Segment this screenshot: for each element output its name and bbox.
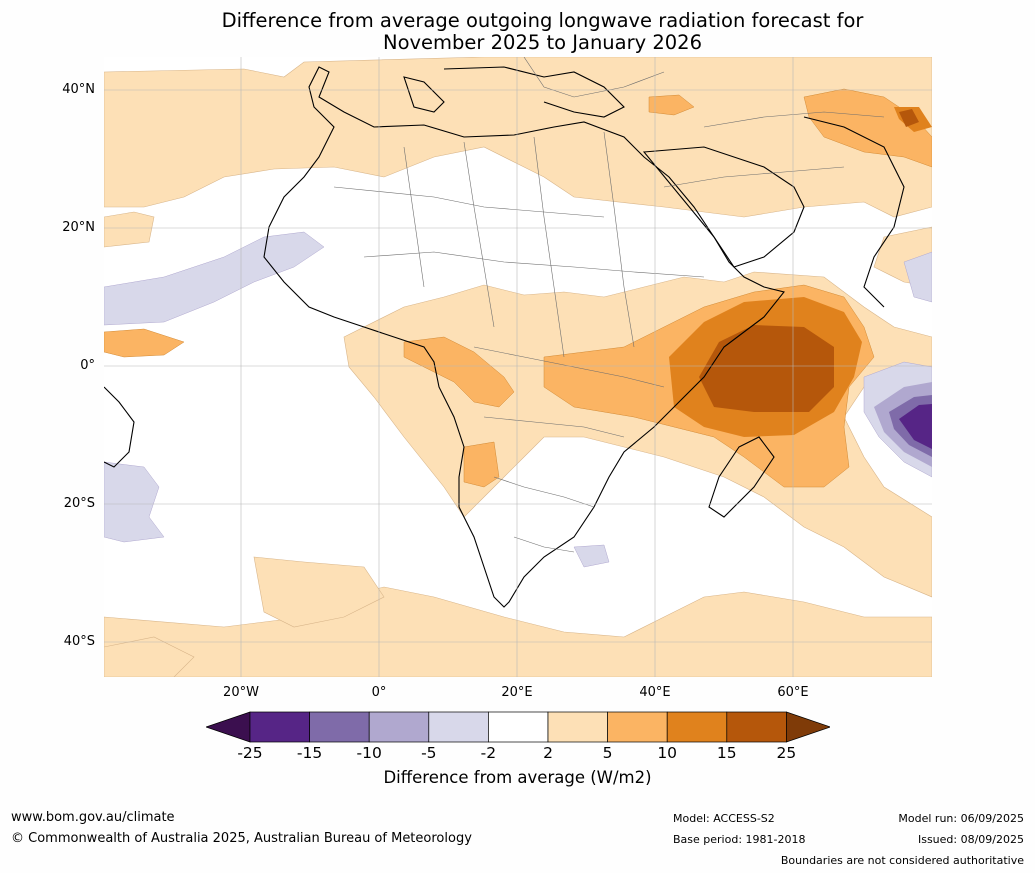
colorbar-tick-label: -10 <box>356 744 382 762</box>
lon-label-40e: 40°E <box>639 685 671 700</box>
colorbar <box>206 711 830 743</box>
lon-label-0: 0° <box>371 685 387 700</box>
lat-label-40n: 40°N <box>62 82 95 97</box>
colorbar-segment <box>666 711 728 743</box>
footer-copyright: © Commonwealth of Australia 2025, Austra… <box>11 831 472 846</box>
map-title: Difference from average outgoing longwav… <box>0 10 1035 54</box>
colorbar-segment <box>607 711 668 743</box>
country-borders <box>333 57 885 553</box>
colorbar-segments <box>206 711 830 743</box>
colorbar-tick-label: 15 <box>716 744 737 762</box>
anomaly-neg15-neg25-fill <box>899 404 932 449</box>
lon-label-20e: 20°E <box>501 685 533 700</box>
colorbar-segment <box>249 711 310 743</box>
anomaly-map <box>104 57 932 677</box>
footer-url[interactable]: www.bom.gov.au/climate <box>11 810 175 825</box>
colorbar-tick-label: 25 <box>776 744 797 762</box>
colorbar-segment <box>488 711 549 743</box>
footer-disclaimer: Boundaries are not considered authoritat… <box>780 854 1024 867</box>
colorbar-segment <box>368 711 430 743</box>
lat-label-20s: 20°S <box>63 496 95 511</box>
footer-model: Model: ACCESS-S2 <box>673 812 775 825</box>
lon-label-20w: 20°W <box>223 685 259 700</box>
coastlines <box>104 66 905 608</box>
colorbar-tick-label: -5 <box>421 744 437 762</box>
colorbar-tick-label: -25 <box>237 744 263 762</box>
colorbar-label: Difference from average (W/m2) <box>383 768 652 787</box>
map-canvas <box>104 57 932 677</box>
colorbar-segment <box>547 711 608 743</box>
colorbar-tick-label: -2 <box>480 744 497 762</box>
colorbar-tick-label: -15 <box>296 744 323 762</box>
colorbar-tick-label: 10 <box>657 744 678 762</box>
title-line-1: Difference from average outgoing longwav… <box>221 9 864 32</box>
footer-model-run: Model run: 06/09/2025 <box>898 812 1024 825</box>
colorbar-tick-label: 2 <box>543 744 553 762</box>
title-line-2: November 2025 to January 2026 <box>383 31 702 54</box>
colorbar-segment <box>428 711 489 743</box>
colorbar-segment <box>309 711 370 743</box>
lon-label-60e: 60°E <box>777 685 809 700</box>
lat-label-20n: 20°N <box>62 220 95 235</box>
colorbar-extend-high <box>786 711 830 743</box>
anomaly-15-25-fill <box>699 109 919 412</box>
colorbar-tick-label: 5 <box>602 744 613 762</box>
footer-base-period: Base period: 1981-2018 <box>673 833 806 846</box>
graticule <box>104 57 932 677</box>
lat-label-40s: 40°S <box>63 634 95 649</box>
footer-issued: Issued: 08/09/2025 <box>917 833 1024 846</box>
lat-label-0: 0° <box>80 358 95 373</box>
colorbar-segment <box>726 711 787 743</box>
colorbar-extend-low <box>206 711 251 743</box>
